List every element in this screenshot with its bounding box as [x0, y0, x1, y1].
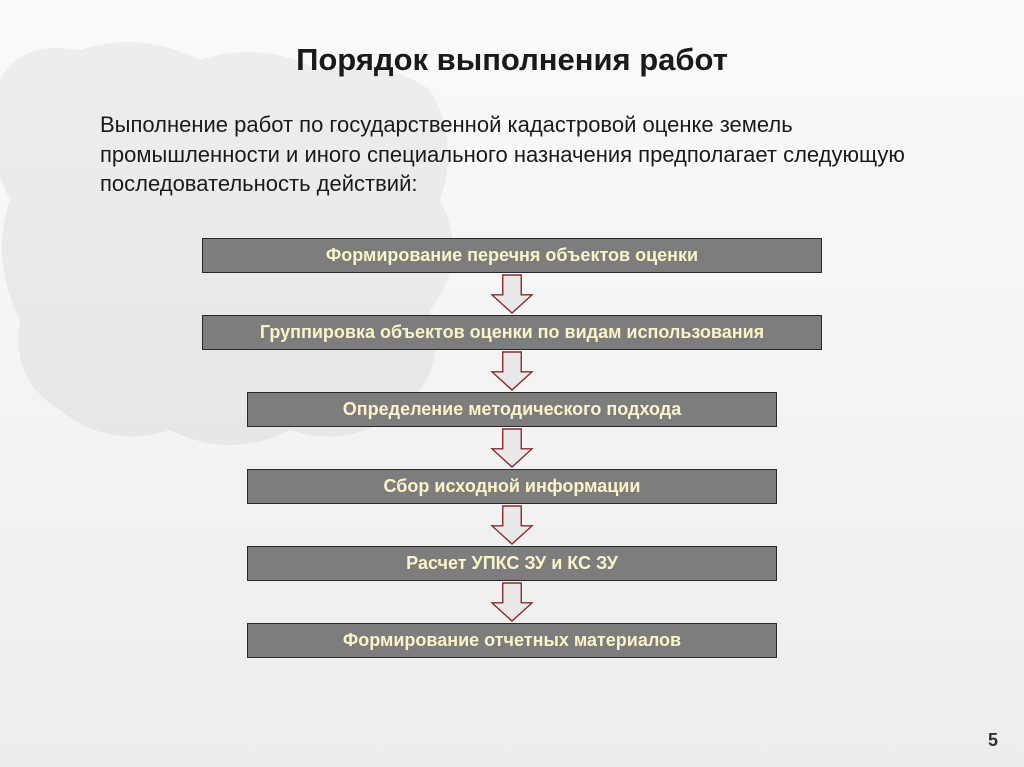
slide: Порядок выполнения работ Выполнение рабо… — [0, 0, 1024, 767]
flow-step-label: Группировка объектов оценки по видам исп… — [260, 322, 764, 343]
flow-arrow — [490, 273, 534, 315]
flow-arrow — [490, 581, 534, 623]
flow-step: Группировка объектов оценки по видам исп… — [202, 315, 822, 350]
intro-text: Выполнение работ по государственной када… — [100, 110, 940, 199]
flow-arrow — [490, 504, 534, 546]
flow-step-label: Формирование перечня объектов оценки — [326, 245, 698, 266]
flow-arrow — [490, 350, 534, 392]
flow-step: Формирование отчетных материалов — [247, 623, 777, 658]
flow-step-label: Расчет УПКС ЗУ и КС ЗУ — [406, 553, 618, 574]
flow-step-label: Определение методического подхода — [343, 399, 681, 420]
flow-step-label: Сбор исходной информации — [384, 476, 641, 497]
flow-step: Сбор исходной информации — [247, 469, 777, 504]
flow-arrow — [490, 427, 534, 469]
flow-step-label: Формирование отчетных материалов — [343, 630, 681, 651]
flowchart: Формирование перечня объектов оценки Гру… — [0, 238, 1024, 658]
flow-step: Расчет УПКС ЗУ и КС ЗУ — [247, 546, 777, 581]
flow-step: Формирование перечня объектов оценки — [202, 238, 822, 273]
flow-step: Определение методического подхода — [247, 392, 777, 427]
page-number: 5 — [988, 730, 998, 751]
page-title: Порядок выполнения работ — [0, 42, 1024, 78]
